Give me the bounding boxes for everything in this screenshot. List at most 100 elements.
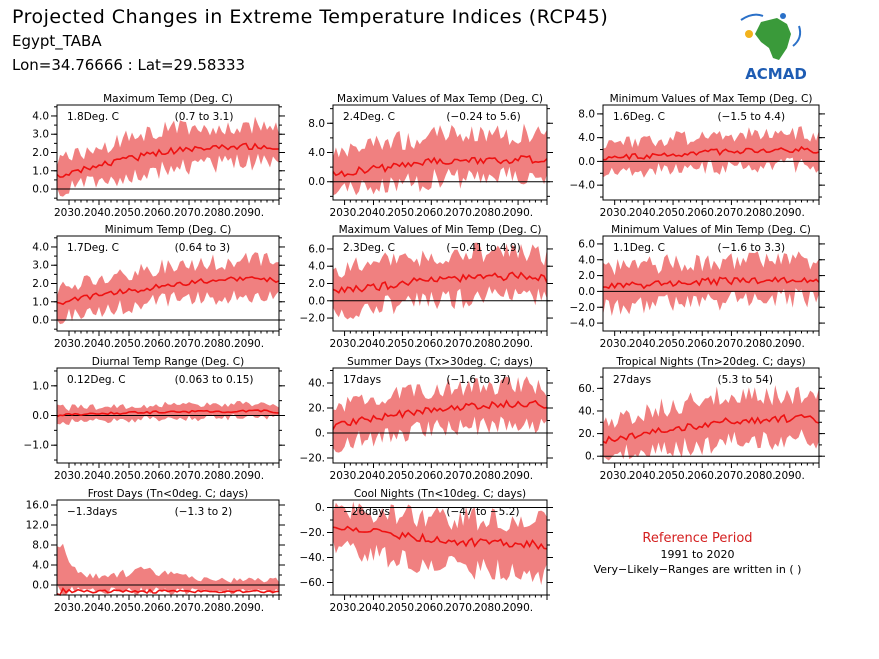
acmad-logo: ACMAD: [740, 13, 807, 83]
y-tick-label: 6.0: [308, 243, 325, 255]
y-tick-label: 8.0: [578, 108, 595, 120]
y-tick-label: 0.: [585, 451, 595, 463]
plot-frame: [602, 367, 820, 464]
x-tick-label: 2090.: [234, 338, 264, 350]
x-tick-label: 2090.: [234, 207, 264, 219]
x-tick-label: 2070.: [716, 470, 746, 482]
y-tick-label: 0.0: [308, 176, 325, 188]
x-tick-label: 2040.: [358, 207, 388, 219]
likely-range: (−1.3 to 2): [175, 506, 233, 518]
x-tick-label: 2040.: [84, 470, 114, 482]
y-tick-label: 3.0: [32, 129, 49, 141]
uncertainty-band: [603, 126, 819, 178]
reference-period-note: Very−Likely−Ranges are written in ( ): [593, 563, 802, 576]
likely-range: (−1.6 to 37): [446, 374, 510, 386]
median-line: [56, 409, 280, 418]
reference-period-title: Reference Period: [642, 531, 753, 546]
x-tick-label: 2040.: [629, 207, 659, 219]
y-tick-label: 8.0: [308, 118, 325, 130]
median-line: [602, 413, 820, 445]
x-tick-label: 2040.: [629, 470, 659, 482]
y-tick-label: 2.0: [578, 270, 595, 282]
x-tick-label: 2030.: [54, 338, 84, 350]
x-tick-label: 2030.: [330, 207, 360, 219]
uncertainty-band: [57, 252, 279, 325]
x-tick-label: 2050.: [387, 470, 417, 482]
likely-range: (5.3 to 54): [717, 374, 772, 386]
chart-title: Maximum Values of Min Temp (Deg. C): [339, 224, 542, 236]
x-tick-label: 2040.: [358, 470, 388, 482]
x-tick-label: 2060.: [687, 207, 717, 219]
chart-title: Maximum Values of Max Temp (Deg. C): [337, 93, 543, 105]
median-line: [56, 142, 280, 178]
x-tick-label: 2090.: [503, 470, 533, 482]
likely-range: (0.063 to 0.15): [175, 374, 254, 386]
y-tick-label: 0.: [315, 502, 325, 514]
median-line: [56, 587, 279, 597]
y-tick-label: 0.0: [32, 184, 49, 196]
y-tick-label: 3.0: [32, 260, 49, 272]
x-tick-label: 2030.: [330, 470, 360, 482]
uncertainty-band: [57, 543, 279, 595]
reference-period-years: 1991 to 2020: [660, 548, 735, 561]
y-tick-label: −40.: [300, 552, 326, 564]
x-tick-label: 2050.: [658, 338, 688, 350]
y-tick-label: 2.0: [32, 147, 49, 159]
x-tick-label: 2080.: [746, 338, 776, 350]
y-tick-label: 4.0: [578, 132, 595, 144]
x-tick-label: 2070.: [445, 602, 475, 614]
x-tick-label: 2030.: [330, 602, 360, 614]
x-tick-label: 2050.: [658, 470, 688, 482]
median-change: 2.4Deg. C: [343, 111, 395, 123]
x-tick-label: 2070.: [174, 338, 204, 350]
chart-title: Frost Days (Tn<0deg. C; days): [88, 488, 248, 500]
chart-title: Minimum Temp (Deg. C): [105, 224, 232, 236]
uncertainty-band: [333, 376, 547, 453]
median-change: 1.6Deg. C: [613, 111, 665, 123]
y-tick-label: 16.0: [26, 500, 49, 512]
y-tick-label: 1.0: [32, 165, 49, 177]
likely-range: (−0.41 to 4.9): [446, 242, 520, 254]
x-tick-label: 2030.: [54, 602, 84, 614]
x-tick-label: 2070.: [716, 207, 746, 219]
x-tick-label: 2080.: [474, 338, 504, 350]
y-tick-label: 0.0: [578, 286, 595, 298]
x-tick-label: 2080.: [204, 207, 234, 219]
x-tick-label: 2050.: [114, 470, 144, 482]
x-tick-label: 2090.: [234, 602, 264, 614]
y-tick-label: 0.0: [578, 156, 595, 168]
plot-frame: [332, 499, 548, 596]
y-tick-label: 20.: [578, 428, 595, 440]
y-tick-label: 4.0: [32, 241, 49, 253]
x-tick-label: 2090.: [775, 207, 805, 219]
y-tick-label: −4.0: [570, 318, 596, 330]
x-tick-label: 2060.: [144, 207, 174, 219]
likely-range: (−0.24 to 5.6): [446, 111, 520, 123]
x-tick-label: 2050.: [658, 207, 688, 219]
x-tick-label: 2070.: [174, 207, 204, 219]
plot-frame: [332, 367, 548, 464]
uncertainty-band: [57, 116, 279, 197]
y-tick-label: 0.: [315, 428, 325, 440]
chart-title: Minimum Values of Min Temp (Deg. C): [611, 224, 811, 236]
y-tick-label: −1.0: [24, 440, 50, 452]
x-tick-label: 2050.: [114, 602, 144, 614]
x-tick-label: 2060.: [144, 470, 174, 482]
x-tick-label: 2060.: [416, 470, 446, 482]
x-tick-label: 2040.: [358, 602, 388, 614]
x-tick-label: 2050.: [387, 338, 417, 350]
median-change: 1.7Deg. C: [67, 242, 119, 254]
x-tick-label: 2030.: [600, 470, 630, 482]
median-change: −1.3days: [67, 506, 117, 518]
y-tick-label: 20.: [308, 403, 325, 415]
station-name: Egypt_TABA: [12, 32, 102, 50]
x-tick-label: 2090.: [234, 470, 264, 482]
x-tick-label: 2040.: [358, 338, 388, 350]
y-tick-label: 4.0: [308, 261, 325, 273]
median-change: 17days: [343, 374, 381, 386]
x-tick-label: 2030.: [54, 207, 84, 219]
page-title: Projected Changes in Extreme Temperature…: [12, 6, 609, 28]
x-tick-label: 2060.: [687, 338, 717, 350]
median-change: 0.12Deg. C: [67, 374, 126, 386]
